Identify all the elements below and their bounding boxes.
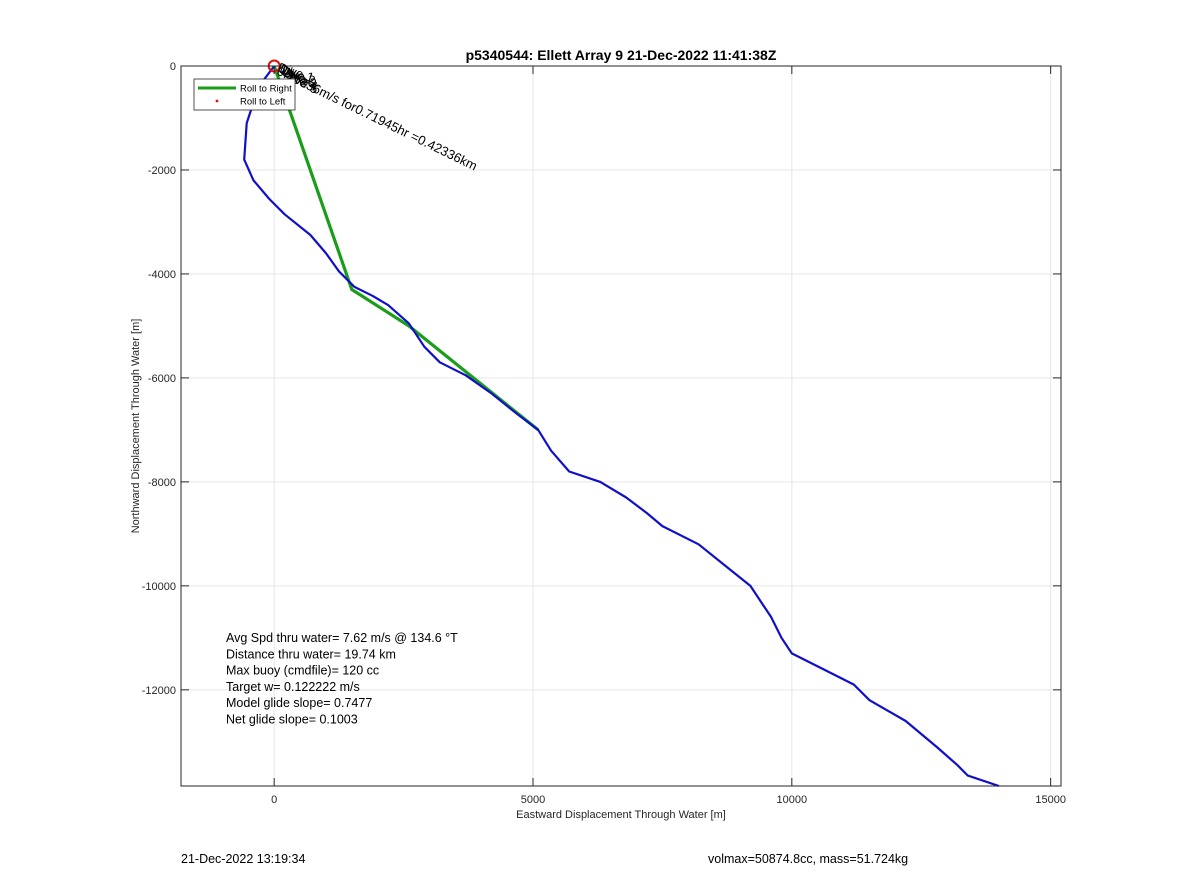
footer-timestamp: 21-Dec-2022 13:19:34 xyxy=(181,852,306,866)
legend-roll-left-label: Roll to Left xyxy=(240,97,286,108)
chart-title: p5340544: Ellett Array 9 21-Dec-2022 11:… xyxy=(466,47,777,63)
y-tick-label: -12000 xyxy=(142,685,176,697)
y-tick-label: -2000 xyxy=(148,165,176,177)
legend-roll-right-label: Roll to Right xyxy=(240,84,292,95)
stats-block: Avg Spd thru water= 7.62 m/s @ 134.6 °T D… xyxy=(226,631,458,727)
axis-ticks: 0 5000 10000 15000 -12000 -10000 -8000 -6000 -40… xyxy=(142,61,1066,806)
legend: Roll to Right Roll to Left xyxy=(193,78,296,111)
y-tick-label: -4000 xyxy=(148,269,176,281)
stats-line: Distance thru water= 19.74 km xyxy=(226,647,396,661)
y-tick-label: -8000 xyxy=(148,477,176,489)
y-tick-label: -10000 xyxy=(142,581,176,593)
stats-line: Net glide slope= 0.1003 xyxy=(226,713,358,727)
stats-line: Avg Spd thru water= 7.62 m/s @ 134.6 °T xyxy=(226,631,458,645)
y-tick-label: -6000 xyxy=(148,373,176,385)
x-axis-label: Eastward Displacement Through Water [m] xyxy=(516,809,726,821)
x-tick-label: 5000 xyxy=(521,794,545,806)
stats-line: Target w= 0.122222 m/s xyxy=(226,680,360,694)
stats-line: Max buoy (cmdfile)= 120 cc xyxy=(226,664,379,678)
stats-line: Model glide slope= 0.7477 xyxy=(226,696,372,710)
footer-summary: volmax=50874.8cc, mass=51.724kg xyxy=(708,852,909,866)
series-roll-right-line xyxy=(272,65,540,432)
y-axis-label: Northward Displacement Through Water [m] xyxy=(130,319,142,534)
y-tick-label: 0 xyxy=(170,61,176,73)
plot-area-frame xyxy=(180,65,1062,787)
x-tick-label: 0 xyxy=(271,794,277,806)
legend-box xyxy=(193,78,296,111)
legend-roll-left-swatch xyxy=(215,99,219,103)
track-line xyxy=(243,65,1000,788)
x-tick-label: 15000 xyxy=(1035,794,1066,806)
x-tick-label: 10000 xyxy=(777,794,808,806)
